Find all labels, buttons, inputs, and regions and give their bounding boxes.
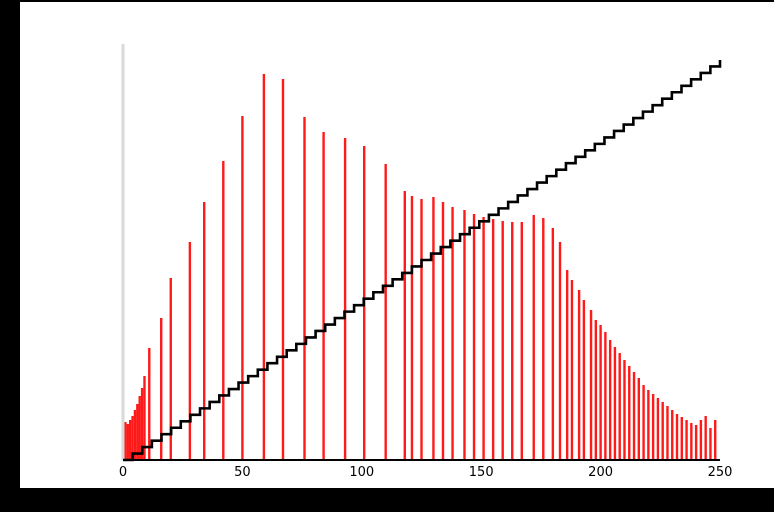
bar (628, 366, 631, 460)
bar (420, 199, 423, 460)
bar (661, 402, 664, 460)
bar (169, 278, 172, 460)
bar (303, 117, 306, 460)
bar (618, 353, 621, 460)
bar (642, 385, 645, 460)
bar (463, 210, 466, 460)
bar (589, 310, 593, 460)
cumulative-step-line (123, 60, 722, 462)
bar (680, 417, 683, 460)
bar (666, 406, 669, 460)
bar (565, 270, 569, 460)
bar (491, 219, 495, 460)
bar (594, 320, 598, 460)
bar (613, 347, 617, 460)
bar (128, 420, 132, 460)
bar (343, 138, 347, 460)
chart-frame: 0 50 100 150 200 250 (20, 2, 774, 488)
bar (699, 420, 703, 460)
bar (577, 290, 581, 460)
bar (520, 222, 523, 460)
bar (160, 318, 163, 460)
bar (281, 79, 285, 460)
x-ticks-group: 0 50 100 150 200 250 (119, 465, 733, 480)
bar (131, 416, 134, 460)
bar (632, 372, 636, 460)
x-tick-label: 200 (588, 465, 613, 480)
x-tick-label: 50 (234, 465, 251, 480)
bars-group (124, 74, 717, 460)
x-tick-label: 150 (469, 465, 494, 480)
bar (148, 348, 151, 460)
x-tick-label: 250 (708, 465, 733, 480)
bar (558, 242, 562, 460)
bar (690, 423, 693, 460)
bar (709, 428, 712, 460)
bar (675, 414, 679, 460)
bar (262, 74, 266, 460)
bar (143, 376, 146, 460)
bar (511, 222, 514, 460)
bar (704, 416, 707, 460)
bar (451, 207, 454, 460)
bar (136, 404, 139, 460)
bar (608, 340, 612, 460)
bar (551, 228, 555, 460)
x-tick-label: 100 (349, 465, 374, 480)
bar (570, 280, 574, 460)
bar (188, 242, 192, 460)
bar (637, 378, 641, 460)
bar (532, 215, 535, 460)
bar (656, 398, 660, 460)
bar (582, 300, 586, 460)
bar (604, 332, 607, 460)
bar (441, 202, 445, 460)
bar (647, 390, 650, 460)
bar (384, 164, 387, 460)
bar (623, 360, 626, 460)
bar (202, 202, 206, 460)
bar (694, 425, 698, 460)
histogram-chart: 0 50 100 150 200 250 (119, 44, 733, 480)
bar (241, 116, 244, 460)
bar (410, 196, 414, 460)
bar (322, 132, 325, 460)
bar (472, 214, 476, 460)
bar (671, 410, 674, 460)
bar (140, 388, 144, 460)
bar (482, 217, 485, 460)
bar (133, 410, 137, 460)
bar (542, 218, 545, 460)
bar (685, 420, 688, 460)
bar (138, 396, 141, 460)
bar (403, 191, 406, 460)
bar (501, 221, 504, 460)
bar (651, 394, 655, 460)
bar (124, 422, 127, 460)
bar (432, 197, 435, 460)
bar (599, 325, 602, 460)
bar (126, 424, 129, 460)
bar (222, 161, 225, 460)
bar (714, 420, 717, 460)
x-tick-label: 0 (119, 465, 127, 480)
